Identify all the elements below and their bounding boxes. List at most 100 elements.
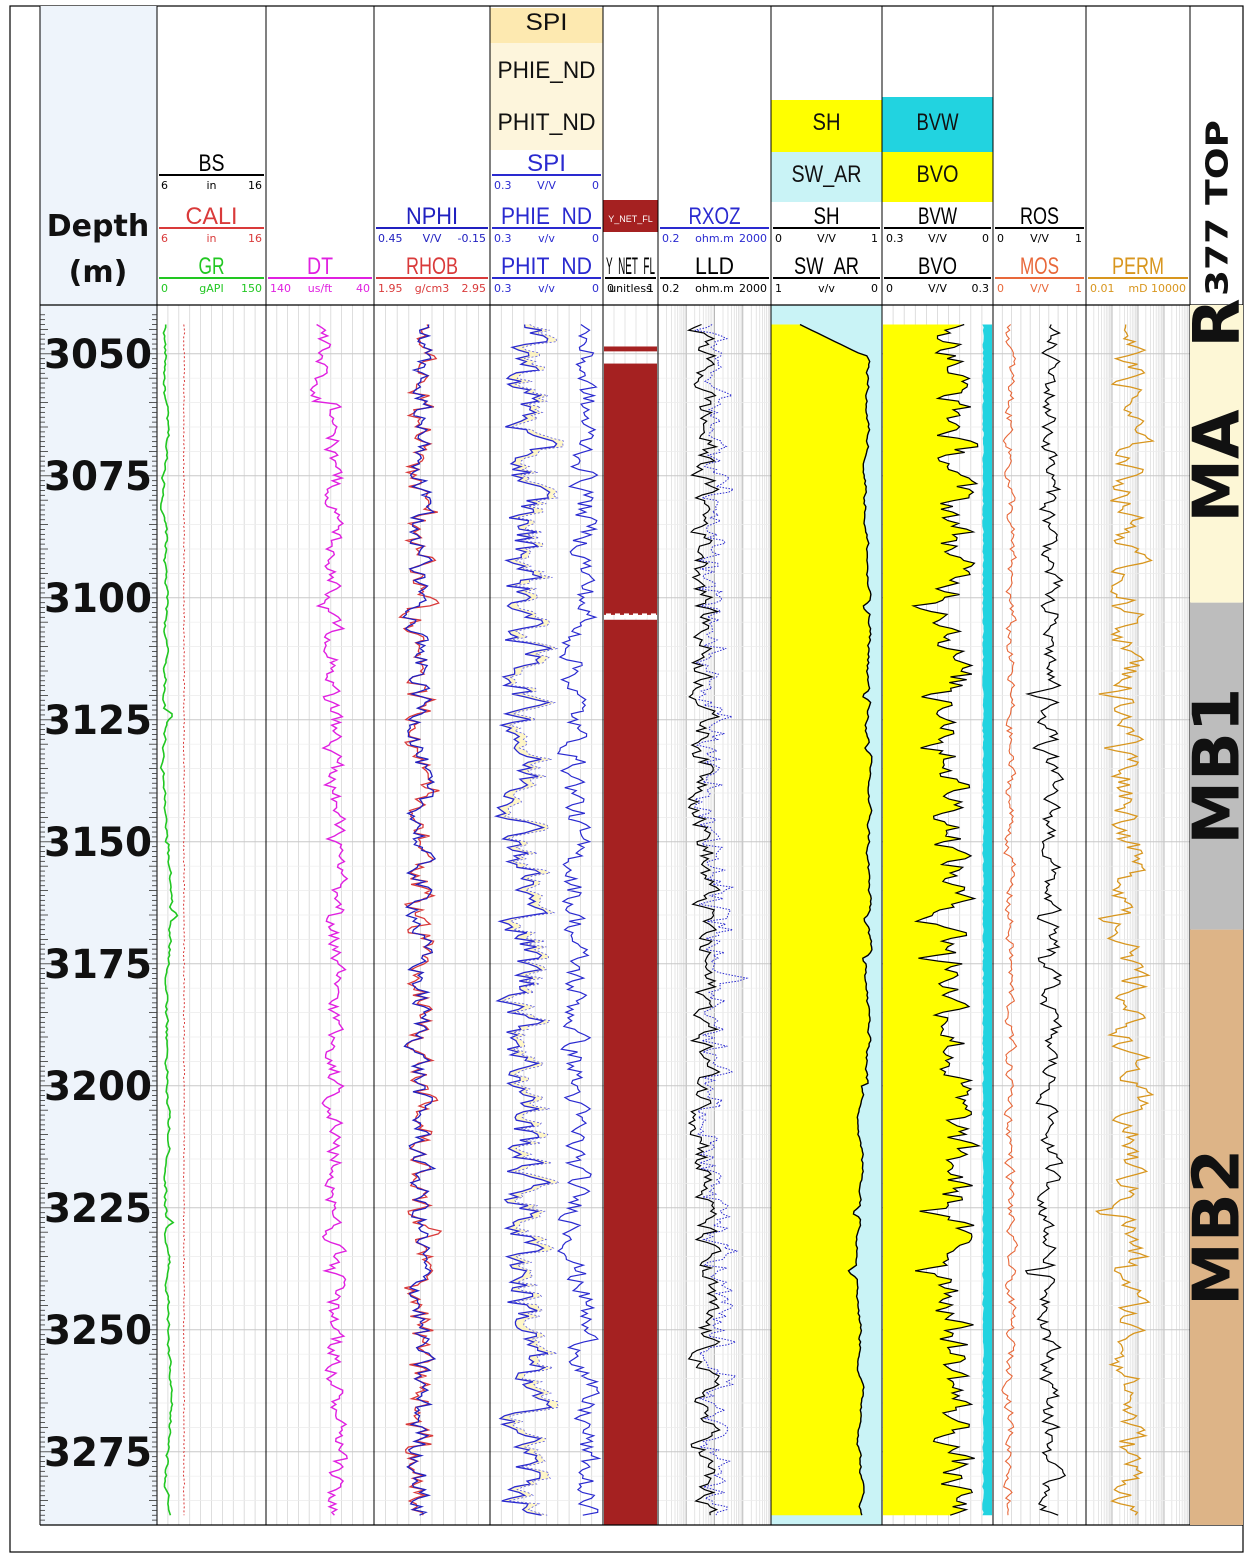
scale-min: 0.01 — [1090, 282, 1115, 295]
scale-min: 0 — [997, 232, 1004, 245]
depth-axis-title-line1: Depth — [47, 209, 149, 244]
curve-name-phit-nd: PHIT_ND — [501, 253, 592, 280]
curve-name-bs: BS — [199, 150, 225, 177]
zones-column: MA MB1 MB2 R377 TOP — [1181, 120, 1247, 1525]
zone-label-ma: MA — [1181, 409, 1247, 523]
scale-max: 0 — [871, 282, 878, 295]
scale-min: 6 — [161, 232, 168, 245]
zone-top-glyph: R — [1181, 298, 1247, 347]
fill-legend-sw-ar: SW_AR — [792, 161, 862, 188]
scale-unit: gAPI — [199, 282, 223, 295]
scale-min: 0 — [775, 232, 782, 245]
scale-max: -0.15 — [458, 232, 486, 245]
net-flag-gap-dot — [651, 613, 656, 618]
net-flag-interval — [604, 620, 657, 1525]
curve-name-lld: LLD — [695, 253, 734, 280]
curve-name-perm: PERM — [1112, 253, 1164, 280]
fill-legend-y-net-fl: Y_NET_FL — [608, 214, 653, 224]
curve-name-spi: SPI — [527, 150, 566, 177]
depth-tick-label: 3250 — [44, 1308, 152, 1354]
curve-name-mos: MOS — [1020, 253, 1059, 280]
scale-unit: unitless — [609, 282, 652, 295]
scale-unit: mD — [1128, 282, 1147, 295]
scale-min: 0.3 — [494, 282, 512, 295]
scale-max: 1 — [1075, 232, 1082, 245]
fill-legend-bvo: BVO — [917, 161, 959, 188]
curve-name-cali: CALI — [186, 203, 238, 230]
net-flag-gap-dot — [624, 613, 629, 618]
net-flag-gap-dot — [615, 613, 620, 618]
scale-max: 2.95 — [462, 282, 487, 295]
zone-label-mb1: MB1 — [1181, 688, 1247, 845]
curve-name-phie-nd: PHIE_ND — [501, 203, 592, 230]
scale-unit: V/V — [1030, 232, 1049, 245]
scale-unit: V/V — [537, 179, 556, 192]
curve-name-dt: DT — [307, 253, 333, 280]
curve-name-ros: ROS — [1020, 203, 1059, 230]
scale-max: 2000 — [739, 282, 767, 295]
scale-max: 16 — [248, 232, 262, 245]
scale-min: 1.95 — [378, 282, 403, 295]
net-flag-interval — [604, 364, 657, 615]
scale-max: 0 — [592, 282, 599, 295]
depth-tick-label: 3050 — [44, 332, 152, 378]
net-flag-intervals — [604, 346, 657, 1525]
scale-max: 0 — [592, 179, 599, 192]
scale-unit: ohm.m — [695, 232, 734, 245]
sh-fill — [771, 325, 872, 1516]
scale-min: 0.45 — [378, 232, 403, 245]
scale-min: 0.3 — [494, 232, 512, 245]
zones-title: 377 TOP — [1201, 120, 1236, 296]
scale-unit: V/V — [817, 232, 836, 245]
scale-max: 150 — [241, 282, 262, 295]
scale-max: 1 — [871, 232, 878, 245]
curve-name-sh: SH — [814, 203, 840, 230]
scale-unit: v/v — [538, 282, 555, 295]
scale-min: 0 — [161, 282, 168, 295]
scale-min: 1 — [775, 282, 782, 295]
net-flag-gap-dot — [633, 613, 638, 618]
scale-max: 1 — [647, 282, 654, 295]
curve-name-nphi: NPHI — [406, 203, 458, 230]
scale-max: 2000 — [739, 232, 767, 245]
depth-tick-label: 3200 — [44, 1064, 152, 1110]
depth-tick-label: 3125 — [44, 698, 152, 744]
scale-max: 0.3 — [972, 282, 990, 295]
scale-unit: V/V — [423, 232, 442, 245]
depth-tick-label: 3100 — [44, 576, 152, 622]
depth-tick-label: 3275 — [44, 1430, 152, 1476]
scale-unit: in — [206, 179, 216, 192]
depth-tick-label: 3175 — [44, 942, 152, 988]
scale-unit: v/v — [538, 232, 555, 245]
scale-max: 16 — [248, 179, 262, 192]
net-flag-gap-dot — [642, 613, 647, 618]
scale-min: 0 — [886, 282, 893, 295]
depth-tick-label: 3150 — [44, 820, 152, 866]
scale-unit: in — [206, 232, 216, 245]
scale-max: 0 — [592, 232, 599, 245]
scale-unit: g/cm3 — [415, 282, 449, 295]
curve-name-rxoz: RXOZ — [689, 203, 741, 230]
fill-legend-sh: SH — [813, 109, 841, 136]
curve-name-sw-ar: SW_AR — [794, 253, 859, 280]
curve-name-bvw: BVW — [918, 203, 957, 230]
depth-axis-title-line2: (m) — [69, 255, 128, 290]
fill-legend-phit-nd: PHIT_ND — [498, 109, 596, 136]
curve-name-rhob: RHOB — [406, 253, 458, 280]
scale-unit: V/V — [928, 282, 947, 295]
scale-max: 0 — [982, 232, 989, 245]
net-flag-interval — [604, 346, 657, 351]
curve-name-gr: GR — [199, 253, 225, 280]
fill-legend-phie-nd: PHIE_ND — [498, 57, 596, 84]
scale-min: 0 — [997, 282, 1004, 295]
scale-unit: ohm.m — [695, 282, 734, 295]
curve-name-y-net-fl: Y_NET_FL — [606, 253, 655, 280]
scale-unit: us/ft — [308, 282, 333, 295]
scale-max: 10000 — [1151, 282, 1186, 295]
fill-legend-bvw: BVW — [917, 109, 959, 136]
scale-min: 0.3 — [886, 232, 904, 245]
fill-legend-spi: SPI — [526, 9, 568, 36]
zone-label-mb2: MB2 — [1181, 1149, 1247, 1306]
